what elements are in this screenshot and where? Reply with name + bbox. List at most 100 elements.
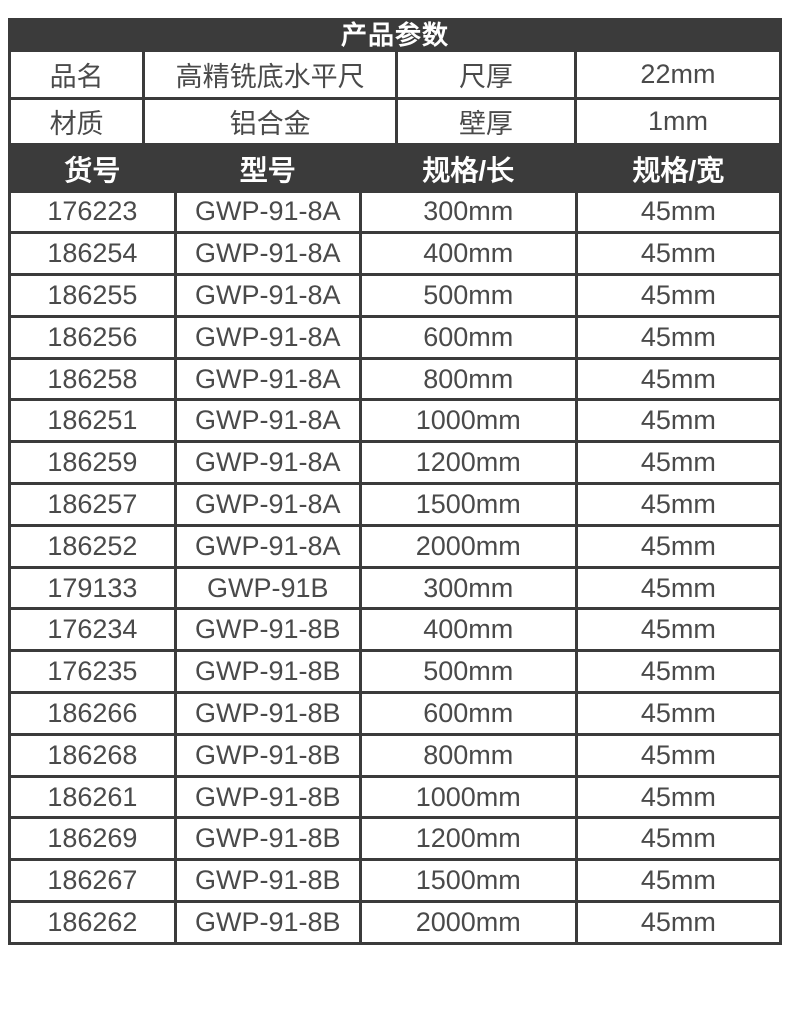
cell-item-no: 186269 xyxy=(8,816,177,862)
cell-spec-width: 45mm xyxy=(574,314,783,360)
cell-model: GWP-91-8A xyxy=(173,482,362,527)
cell-model: GWP-91-8A xyxy=(173,273,362,318)
cell-spec-length: 300mm xyxy=(358,189,578,235)
cell-item-no: 186267 xyxy=(8,858,177,904)
table-row: 186268 GWP-91-8B 800mm 45mm xyxy=(8,732,783,778)
cell-spec-width: 45mm xyxy=(574,774,783,820)
cell-model: GWP-91B xyxy=(173,565,362,611)
info-label-ruler-thickness: 尺厚 xyxy=(395,52,577,100)
cell-item-no: 186251 xyxy=(8,398,177,444)
cell-spec-length: 600mm xyxy=(358,314,578,360)
cell-model: GWP-91-8B xyxy=(173,774,362,820)
info-value-ruler-thickness: 22mm xyxy=(573,52,783,100)
cell-spec-length: 800mm xyxy=(358,732,578,778)
cell-model: GWP-91-8B xyxy=(173,816,362,862)
cell-model: GWP-91-8B xyxy=(173,900,362,945)
cell-spec-length: 400mm xyxy=(358,607,578,653)
table-row: 186251 GWP-91-8A 1000mm 45mm xyxy=(8,398,783,444)
product-spec-sheet: 产品参数 品名 高精铣底水平尺 尺厚 22mm 材质 铝合金 壁厚 1mm xyxy=(7,18,783,945)
table-title: 产品参数 xyxy=(8,18,782,52)
cell-spec-width: 45mm xyxy=(574,440,783,486)
column-header-item-no: 货号 xyxy=(8,145,177,193)
info-row-name: 品名 高精铣底水平尺 尺厚 22mm xyxy=(7,52,783,100)
cell-spec-width: 45mm xyxy=(574,691,783,736)
spec-table-body: 176223 GWP-91-8A 300mm 45mm 186254 GWP-9… xyxy=(8,189,783,945)
cell-spec-width: 45mm xyxy=(574,482,783,527)
table-row: 186262 GWP-91-8B 2000mm 45mm xyxy=(8,900,783,945)
table-row: 176235 GWP-91-8B 500mm 45mm xyxy=(8,649,783,695)
cell-item-no: 186259 xyxy=(8,440,177,486)
table-row: 186259 GWP-91-8A 1200mm 45mm xyxy=(8,440,783,486)
cell-spec-width: 45mm xyxy=(574,732,783,778)
table-row: 186269 GWP-91-8B 1200mm 45mm xyxy=(8,816,783,862)
cell-spec-length: 600mm xyxy=(358,691,578,736)
table-row: 176223 GWP-91-8A 300mm 45mm xyxy=(8,189,783,235)
cell-item-no: 176234 xyxy=(8,607,177,653)
cell-spec-length: 300mm xyxy=(358,565,578,611)
cell-model: GWP-91-8B xyxy=(173,691,362,736)
cell-model: GWP-91-8A xyxy=(173,189,362,235)
table-row: 186256 GWP-91-8A 600mm 45mm xyxy=(8,314,783,360)
spec-header-row: 货号 型号 规格/长 规格/宽 xyxy=(8,145,783,193)
table-row: 179133 GWP-91B 300mm 45mm xyxy=(8,565,783,611)
cell-item-no: 186266 xyxy=(8,691,177,736)
cell-model: GWP-91-8A xyxy=(173,356,362,402)
cell-item-no: 176223 xyxy=(8,189,177,235)
info-label-wall-thickness: 壁厚 xyxy=(395,96,577,146)
cell-spec-width: 45mm xyxy=(574,189,783,235)
cell-spec-width: 45mm xyxy=(574,816,783,862)
cell-item-no: 186252 xyxy=(8,523,177,569)
cell-spec-width: 45mm xyxy=(574,900,783,945)
info-label-product-name: 品名 xyxy=(7,52,146,100)
table-row: 186255 GWP-91-8A 500mm 45mm xyxy=(8,273,783,318)
cell-spec-length: 1500mm xyxy=(358,858,578,904)
cell-spec-length: 500mm xyxy=(358,273,578,318)
cell-item-no: 186257 xyxy=(8,482,177,527)
cell-model: GWP-91-8A xyxy=(173,314,362,360)
cell-spec-width: 45mm xyxy=(574,356,783,402)
cell-spec-length: 800mm xyxy=(358,356,578,402)
table-row: 186267 GWP-91-8B 1500mm 45mm xyxy=(8,858,783,904)
cell-model: GWP-91-8A xyxy=(173,523,362,569)
cell-spec-width: 45mm xyxy=(574,607,783,653)
table-row: 186258 GWP-91-8A 800mm 45mm xyxy=(8,356,783,402)
cell-item-no: 186254 xyxy=(8,231,177,277)
cell-item-no: 186256 xyxy=(8,314,177,360)
table-row: 186266 GWP-91-8B 600mm 45mm xyxy=(8,691,783,736)
column-header-model: 型号 xyxy=(173,145,362,193)
cell-model: GWP-91-8A xyxy=(173,440,362,486)
cell-spec-width: 45mm xyxy=(574,231,783,277)
cell-spec-length: 1200mm xyxy=(358,816,578,862)
cell-model: GWP-91-8B xyxy=(173,607,362,653)
info-label-material: 材质 xyxy=(7,96,146,146)
spec-table: 货号 型号 规格/长 规格/宽 176223 GWP-91-8A 300mm 4… xyxy=(8,145,783,945)
table-row: 186254 GWP-91-8A 400mm 45mm xyxy=(8,231,783,277)
cell-item-no: 186255 xyxy=(8,273,177,318)
cell-spec-width: 45mm xyxy=(574,273,783,318)
cell-spec-width: 45mm xyxy=(574,565,783,611)
cell-item-no: 186268 xyxy=(8,732,177,778)
info-value-product-name: 高精铣底水平尺 xyxy=(142,52,399,100)
cell-spec-length: 1500mm xyxy=(358,482,578,527)
cell-spec-length: 2000mm xyxy=(358,900,578,945)
cell-model: GWP-91-8B xyxy=(173,732,362,778)
column-header-spec-length: 规格/长 xyxy=(358,145,578,193)
table-row: 176234 GWP-91-8B 400mm 45mm xyxy=(8,607,783,653)
table-row: 186252 GWP-91-8A 2000mm 45mm xyxy=(8,523,783,569)
cell-spec-width: 45mm xyxy=(574,398,783,444)
cell-model: GWP-91-8B xyxy=(173,858,362,904)
cell-spec-length: 400mm xyxy=(358,231,578,277)
info-value-material: 铝合金 xyxy=(142,96,399,146)
cell-item-no: 186262 xyxy=(8,900,177,945)
table-row: 186257 GWP-91-8A 1500mm 45mm xyxy=(8,482,783,527)
cell-spec-length: 500mm xyxy=(358,649,578,695)
cell-model: GWP-91-8B xyxy=(173,649,362,695)
column-header-spec-width: 规格/宽 xyxy=(574,145,783,193)
cell-spec-width: 45mm xyxy=(574,523,783,569)
cell-item-no: 179133 xyxy=(8,565,177,611)
cell-spec-length: 1000mm xyxy=(358,398,578,444)
table-row: 186261 GWP-91-8B 1000mm 45mm xyxy=(8,774,783,820)
cell-spec-width: 45mm xyxy=(574,649,783,695)
cell-model: GWP-91-8A xyxy=(173,398,362,444)
cell-model: GWP-91-8A xyxy=(173,231,362,277)
